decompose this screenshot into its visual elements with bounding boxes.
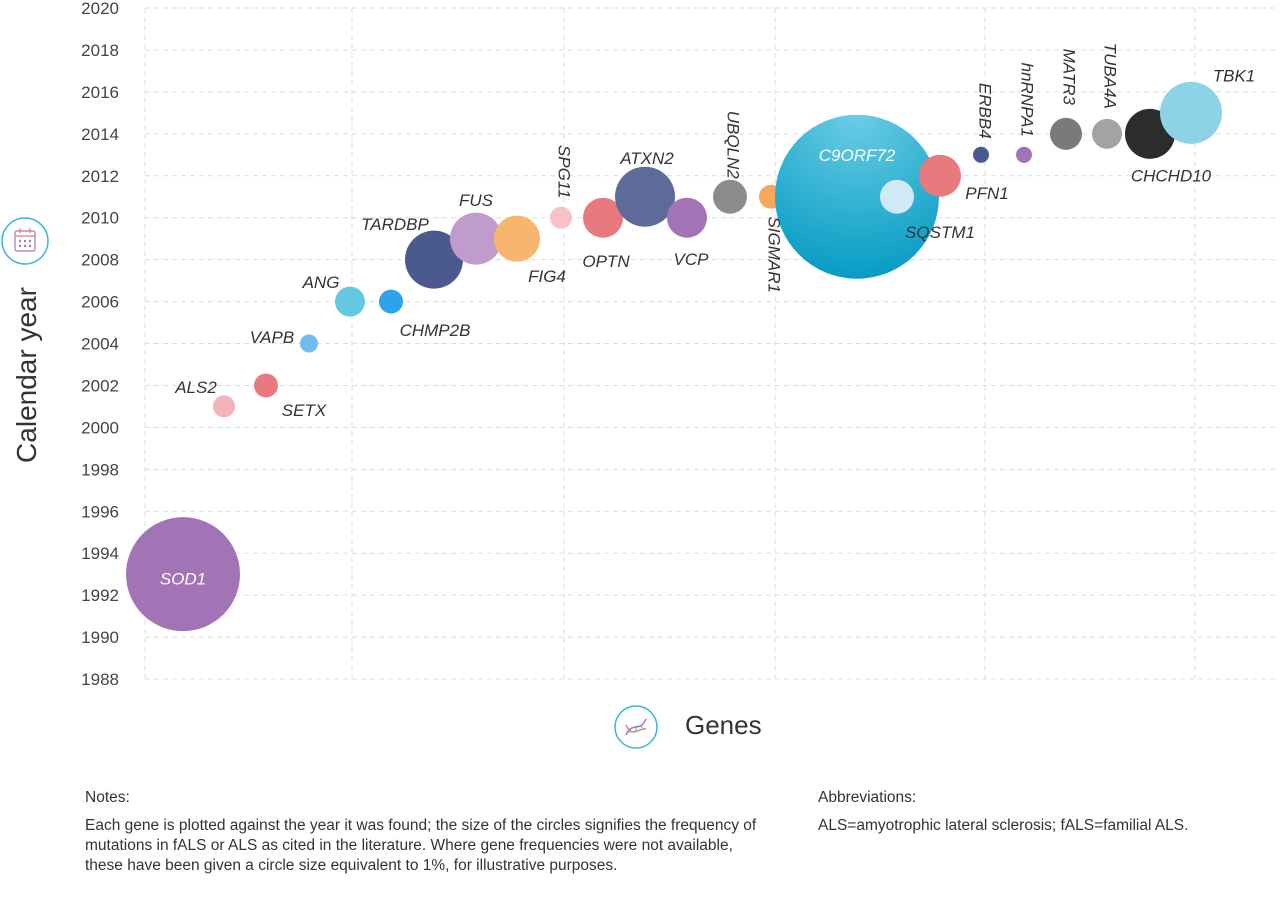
y-axis-ticks: 1988 1990 1992 1994 1996 1998 2000 2002 2004 2006… [81, 0, 119, 689]
y-tick-label: 1996 [81, 502, 119, 521]
y-tick-label: 2010 [81, 209, 119, 228]
bubble-c9orf72 [775, 114, 939, 279]
bubble-fig4 [494, 215, 540, 262]
bubble-optn [583, 197, 623, 238]
abbreviations-heading: Abbreviations: [818, 789, 917, 806]
bubble-label-matr3: MATR3 [1060, 49, 1079, 106]
bubble-ang [335, 286, 365, 317]
bubble-erbb4 [973, 146, 989, 163]
bubble-label-fig4: FIG4 [528, 267, 566, 286]
bubble-labels: SOD1 ALS2 SETX VAPB ANG CHMP2B TARDBP FUS FIG4 SP… [160, 43, 1255, 589]
bubble-pfn1 [919, 154, 961, 197]
y-tick-label: 1992 [81, 586, 119, 605]
bubble-label-tuba4a: TUBA4A [1101, 43, 1120, 109]
bubble-label-sod1: SOD1 [160, 570, 206, 589]
bubble-label-tardbp: TARDBP [361, 215, 429, 234]
y-tick-label: 2006 [81, 293, 119, 312]
y-tick-label: 2016 [81, 83, 119, 102]
y-tick-label: 2014 [81, 125, 119, 144]
bubble-label-chchd10: CHCHD10 [1131, 166, 1212, 185]
bubble-label-ang: ANG [302, 273, 340, 292]
y-tick-label: 2004 [81, 335, 119, 354]
bubble-hnrnpa1 [1016, 146, 1032, 163]
calendar-icon [1, 217, 49, 265]
dna-icon [614, 705, 658, 749]
bubble-label-atxn2: ATXN2 [619, 149, 674, 168]
bubbles [126, 81, 1222, 632]
bubble-label-spg11: SPG11 [555, 145, 574, 199]
y-tick-label: 1988 [81, 670, 119, 689]
abbreviations-text: ALS=amyotrophic lateral sclerosis; fALS=… [818, 817, 1189, 834]
y-tick-label: 1998 [81, 460, 119, 479]
notes-heading: Notes: [85, 789, 130, 806]
bubble-label-optn: OPTN [582, 252, 630, 271]
y-tick-label: 2000 [81, 418, 119, 437]
y-tick-label: 2008 [81, 251, 119, 270]
bubble-label-sqstm1: SQSTM1 [905, 223, 975, 242]
bubble-label-pfn1: PFN1 [965, 184, 1008, 203]
bubble-label-ubqln2: UBQLN2 [724, 111, 743, 180]
bubble-label-setx: SETX [282, 401, 327, 420]
bubble-label-c9orf72: C9ORF72 [819, 146, 896, 165]
bubble-label-hnrnpa1: hnRNPA1 [1018, 63, 1037, 137]
notes-block: Notes: Each gene is plotted against the … [85, 788, 775, 876]
x-axis-label: Genes [685, 710, 762, 740]
bubble-chart: 1988 1990 1992 1994 1996 1998 2000 2002 2004 2006… [1, 0, 1278, 749]
bubble-chmp2b [379, 289, 403, 314]
bubble-label-vcp: VCP [674, 250, 710, 269]
bubble-atxn2 [615, 166, 675, 227]
bubble-label-fus: FUS [459, 191, 494, 210]
bubble-label-vapb: VAPB [250, 328, 294, 347]
bubble-tardbp [405, 230, 463, 289]
bubble-label-als2: ALS2 [174, 378, 217, 397]
y-tick-label: 1990 [81, 628, 119, 647]
bubble-vapb [300, 334, 318, 353]
y-tick-label: 2012 [81, 167, 119, 186]
y-tick-label: 2002 [81, 376, 119, 395]
bubble-label-chmp2b: CHMP2B [400, 321, 471, 340]
bubble-fus [450, 212, 502, 265]
y-tick-label: 2018 [81, 41, 119, 60]
bubble-sqstm1 [880, 179, 914, 214]
y-tick-label: 1994 [81, 544, 119, 563]
bubble-label-sigmar1: SIGMAR1 [765, 216, 784, 293]
y-axis-label: Calendar year [11, 287, 42, 463]
bubble-setx [254, 373, 278, 398]
bubble-spg11 [550, 206, 572, 229]
bubble-label-tbk1: TBK1 [1213, 66, 1256, 85]
notes-text: Each gene is plotted against the year it… [85, 817, 757, 874]
bubble-matr3 [1050, 117, 1082, 150]
bubble-tbk1 [1160, 81, 1222, 144]
bubble-label-erbb4: ERBB4 [976, 83, 995, 139]
y-tick-label: 2020 [81, 0, 119, 18]
bubble-vcp [667, 197, 707, 238]
bubble-sod1 [126, 517, 240, 632]
bubble-als2 [213, 395, 235, 418]
bubble-ubqln2 [713, 179, 747, 214]
abbreviations-block: Abbreviations: ALS=amyotrophic lateral s… [818, 788, 1258, 836]
bubble-tuba4a [1092, 118, 1122, 149]
